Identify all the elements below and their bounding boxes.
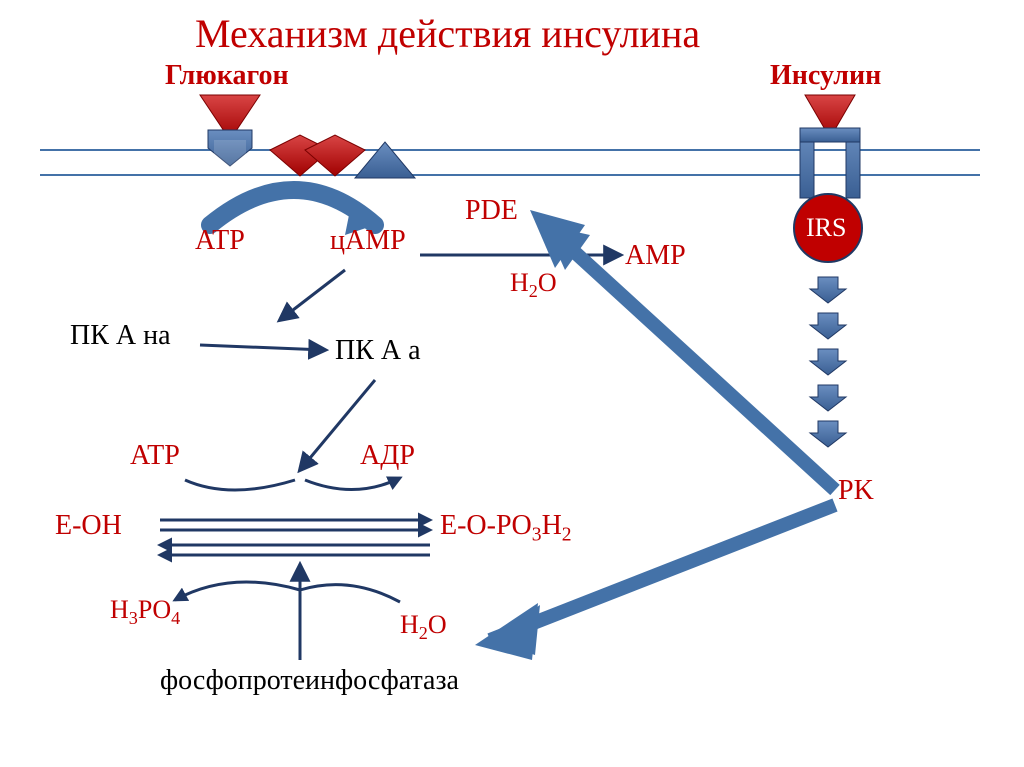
label-insulin: Инсулин [770,60,881,92]
insulin-receptor [800,128,860,198]
camp-to-pka [280,270,345,320]
label-atp2: ATP [130,440,180,472]
label-glucagon: Глюкагон [165,60,289,92]
h3po4-curve [175,582,300,600]
atp-to-camp-arc [210,190,375,225]
atp-curve [185,480,295,490]
label-h2o-1: H2O [510,268,557,302]
label-atp1: ATP [195,225,245,257]
insulin-ligand [805,95,855,138]
label-eopo3h2: E-O-PO3H2 [440,510,572,547]
irs-cascade [810,277,846,447]
label-h2o-2: H2O [400,610,447,644]
glucagon-ligand [200,95,260,140]
membrane-red-diamond-1 [270,135,330,176]
label-amp: AMP [625,240,686,272]
label-pk: PK [838,475,874,507]
glucagon-receptor-chevron [208,130,252,174]
label-pkana: ПК А на [70,320,171,352]
page-title: Механизм действия инсулина [195,10,700,57]
pkana-to-pkaa [200,345,325,350]
label-pkaa: ПК А а [335,335,421,367]
adp-curve [305,478,400,490]
label-irs: IRS [806,213,846,243]
h2o-curve [300,585,400,602]
label-camp: цAMP [330,225,406,257]
label-pde: PDE [465,195,518,227]
membrane-red-diamond-2 [305,135,365,176]
diagram-canvas [0,0,1024,767]
label-adp: АДР [360,440,415,472]
label-phosphatase: фосфопротеинфосфатаза [160,665,459,697]
membrane-blue-triangle [355,142,415,178]
label-eoh: E-OH [55,510,122,542]
label-h3po4: H3PO4 [110,595,180,629]
